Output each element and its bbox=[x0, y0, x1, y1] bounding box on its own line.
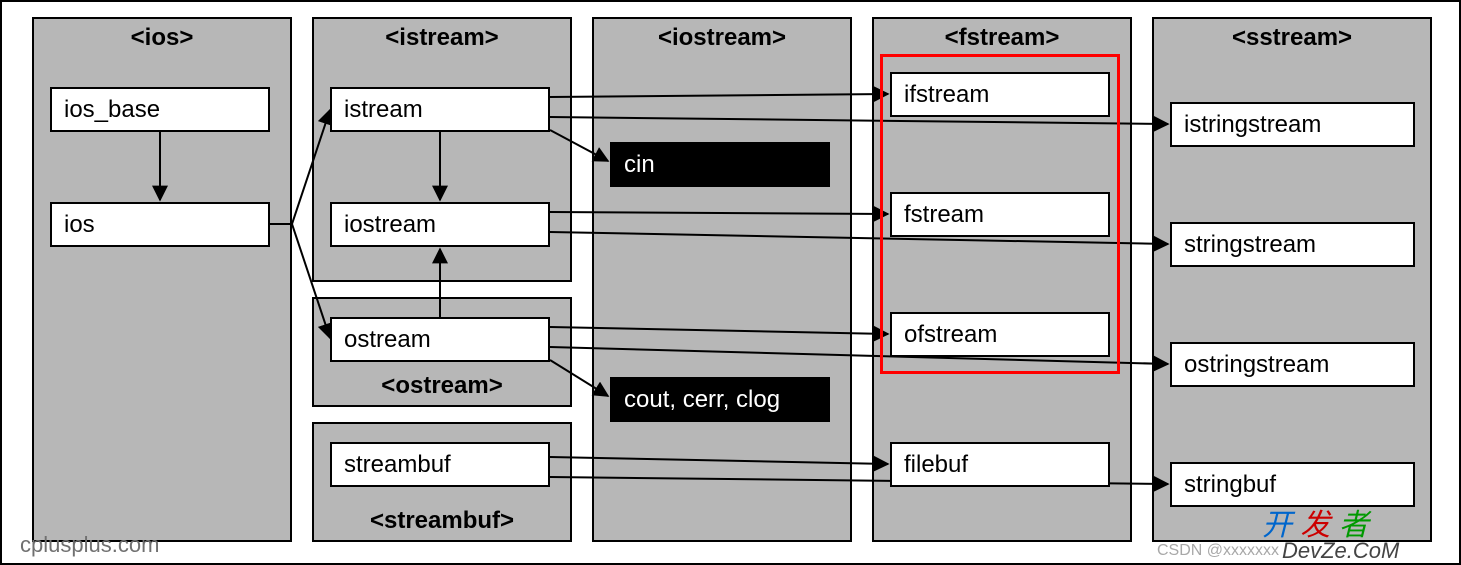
node-stringbuf: stringbuf bbox=[1170, 462, 1415, 507]
node-cin: cin bbox=[610, 142, 830, 187]
node-istream: istream bbox=[330, 87, 550, 132]
node-label: cout, cerr, clog bbox=[624, 386, 780, 414]
panel-istream-title: <istream> bbox=[314, 24, 570, 52]
node-istringstream: istringstream bbox=[1170, 102, 1415, 147]
node-label: cin bbox=[624, 151, 655, 179]
node-fstream: fstream bbox=[890, 192, 1110, 237]
node-label: ios bbox=[64, 211, 95, 239]
node-ifstream: ifstream bbox=[890, 72, 1110, 117]
node-label: streambuf bbox=[344, 451, 451, 479]
node-label: istringstream bbox=[1184, 111, 1321, 139]
panel-iostream: <iostream> bbox=[592, 17, 852, 542]
panel-sstream-title: <sstream> bbox=[1154, 24, 1430, 52]
node-iostream: iostream bbox=[330, 202, 550, 247]
watermark-text: DevZe.CoM bbox=[1282, 538, 1399, 563]
node-label: ostringstream bbox=[1184, 351, 1329, 379]
node-label: iostream bbox=[344, 211, 436, 239]
node-streambuf: streambuf bbox=[330, 442, 550, 487]
node-filebuf: filebuf bbox=[890, 442, 1110, 487]
node-label: stringstream bbox=[1184, 231, 1316, 259]
node-ios-base: ios_base bbox=[50, 87, 270, 132]
node-stringstream: stringstream bbox=[1170, 222, 1415, 267]
watermark-csdn: CSDN @xxxxxxx bbox=[1157, 542, 1279, 560]
node-label: stringbuf bbox=[1184, 471, 1276, 499]
panel-streambuf-title: <streambuf> bbox=[314, 507, 570, 535]
watermark-text: CSDN @xxxxxxx bbox=[1157, 542, 1279, 559]
node-label: ifstream bbox=[904, 81, 989, 109]
node-cout: cout, cerr, clog bbox=[610, 377, 830, 422]
node-ofstream: ofstream bbox=[890, 312, 1110, 357]
node-ios: ios bbox=[50, 202, 270, 247]
node-label: ios_base bbox=[64, 96, 160, 124]
node-ostringstream: ostringstream bbox=[1170, 342, 1415, 387]
node-label: ofstream bbox=[904, 321, 997, 349]
node-label: filebuf bbox=[904, 451, 968, 479]
node-label: fstream bbox=[904, 201, 984, 229]
watermark-devze-com: DevZe.CoM bbox=[1282, 538, 1399, 564]
node-ostream: ostream bbox=[330, 317, 550, 362]
panel-ios-title: <ios> bbox=[34, 24, 290, 52]
panel-fstream-title: <fstream> bbox=[874, 24, 1130, 52]
diagram-canvas: <ios> <istream> <ostream> <streambuf> <i… bbox=[0, 0, 1461, 565]
panel-iostream-title: <iostream> bbox=[594, 24, 850, 52]
panel-ostream-title: <ostream> bbox=[314, 372, 570, 400]
node-label: ostream bbox=[344, 326, 431, 354]
node-label: istream bbox=[344, 96, 423, 124]
